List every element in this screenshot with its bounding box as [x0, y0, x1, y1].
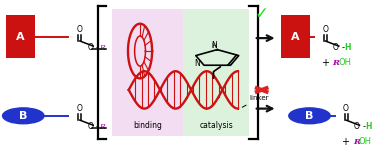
Circle shape	[289, 108, 330, 124]
Text: -: -	[96, 43, 99, 52]
Text: N: N	[211, 41, 217, 50]
Text: +: +	[341, 137, 349, 147]
Text: B: B	[305, 111, 314, 121]
Text: -: -	[341, 43, 344, 52]
Circle shape	[3, 108, 44, 124]
Text: R: R	[353, 138, 360, 146]
Text: ✓: ✓	[255, 5, 269, 23]
Bar	[183, 9, 249, 136]
Text: O: O	[322, 25, 328, 34]
Text: O: O	[87, 43, 93, 52]
Text: H: H	[365, 122, 372, 131]
Text: O: O	[353, 122, 359, 131]
Text: -: -	[362, 122, 365, 131]
Text: O: O	[77, 104, 83, 113]
Text: O: O	[87, 122, 93, 131]
Text: N: N	[194, 59, 200, 68]
Text: -: -	[96, 122, 99, 131]
Text: R: R	[99, 123, 105, 131]
Text: H: H	[212, 43, 217, 49]
Text: OH: OH	[359, 137, 372, 146]
Bar	[6, 15, 35, 58]
Text: H: H	[345, 43, 351, 52]
Text: binding: binding	[133, 121, 162, 130]
Bar	[281, 15, 310, 58]
Text: R: R	[332, 59, 339, 67]
Text: O: O	[77, 25, 83, 34]
Text: OH: OH	[338, 58, 351, 67]
Text: A: A	[291, 32, 300, 42]
Text: R: R	[99, 44, 105, 52]
Text: B: B	[19, 111, 28, 121]
Text: linker: linker	[242, 95, 269, 107]
Text: O: O	[343, 104, 349, 113]
Text: catalysis: catalysis	[200, 121, 233, 130]
Text: +: +	[321, 58, 328, 68]
Text: O: O	[333, 43, 339, 52]
Text: A: A	[16, 32, 25, 42]
Bar	[112, 9, 183, 136]
